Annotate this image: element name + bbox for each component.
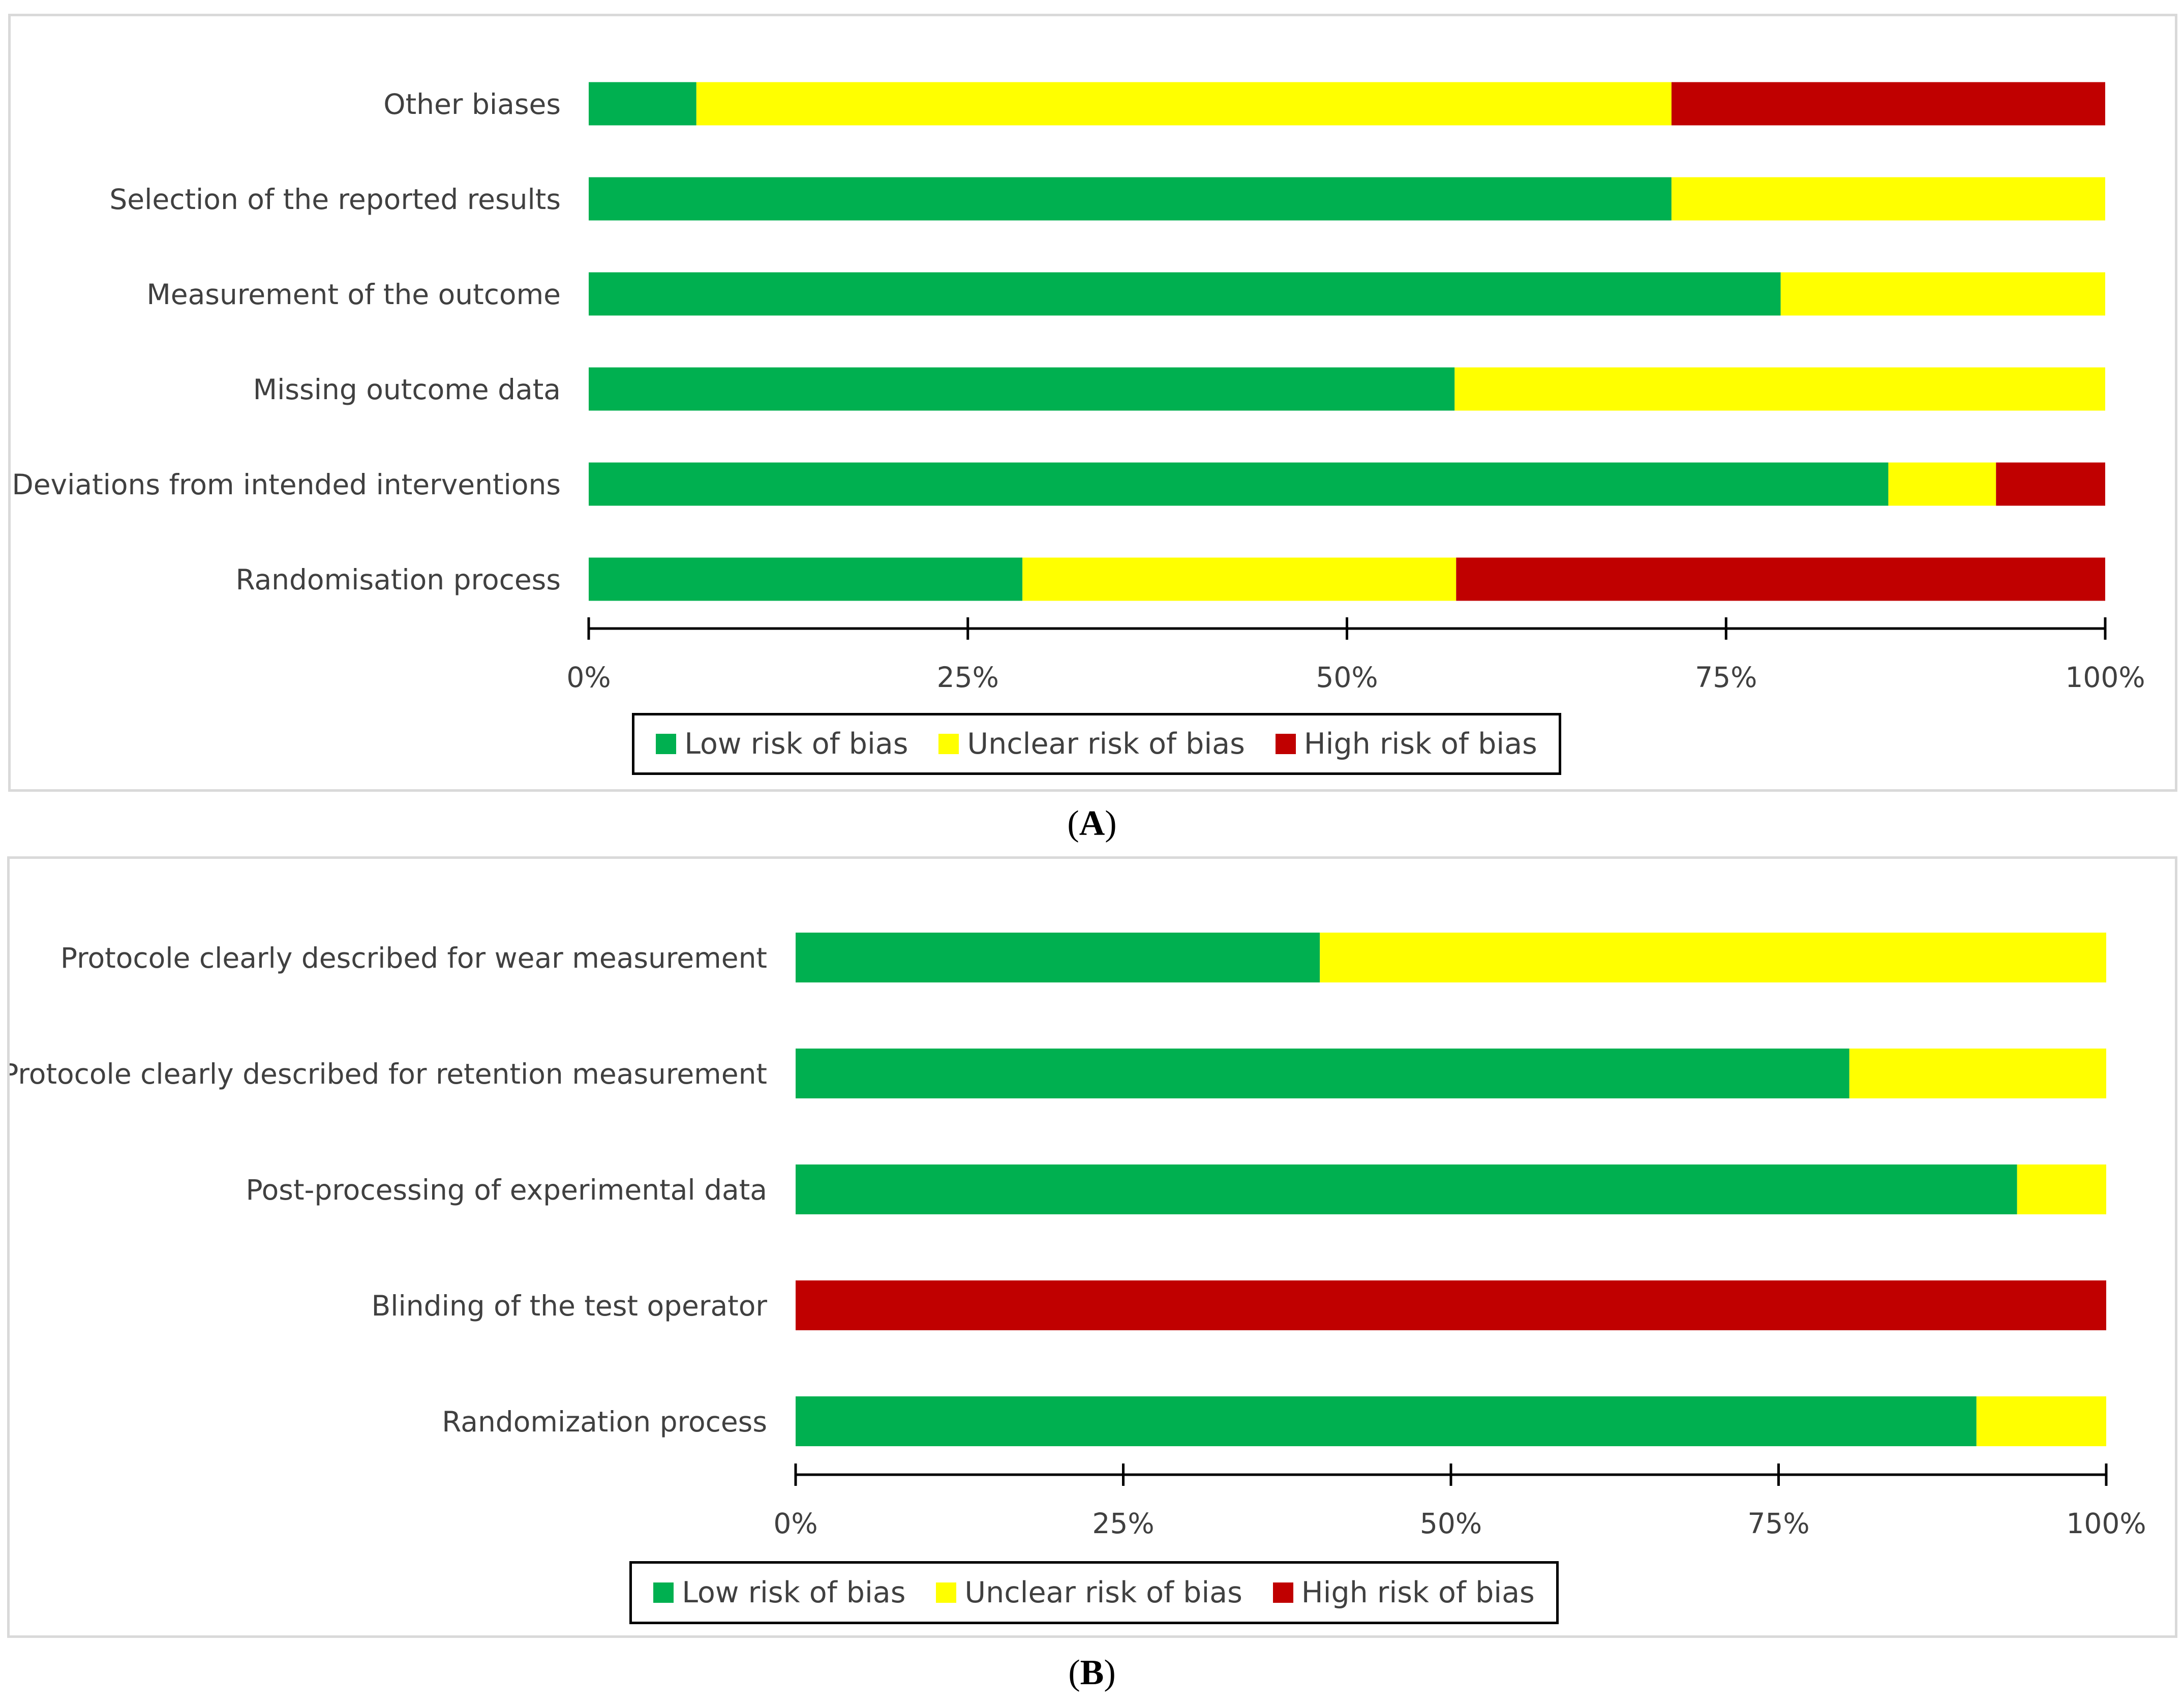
category-label: Deviations from intended interventions [12,468,561,501]
x-tick-label: 25% [1092,1507,1154,1540]
bar-unclear [1671,177,2105,221]
legend-label-high: High risk of bias [1301,1576,1535,1609]
bar-unclear [1022,557,1457,601]
category-label: Missing outcome data [253,373,561,406]
legend-item-unclear: Unclear risk of bias [938,727,1245,761]
bar-unclear [1780,272,2105,316]
category-label: Randomization process [442,1406,767,1438]
category-label: Protocole clearly described for wear mea… [60,942,767,974]
legend-swatch-unclear [936,1582,957,1603]
bar-unclear [1320,933,2106,982]
bar-high [1996,462,2105,506]
caption-a: (A) [1067,804,1117,843]
legend-item-low: Low risk of bias [656,727,908,761]
bar-high [796,1280,2106,1330]
bar-low [796,1396,1977,1446]
bar-low [589,557,1023,601]
bar-low [589,462,1889,506]
chart-b-legend: Low risk of bias Unclear risk of bias Hi… [629,1561,1559,1624]
chart-b-plot: Protocole clearly described for wear mea… [10,933,2146,1540]
category-label: Blinding of the test operator [372,1290,768,1322]
x-tick-label: 50% [1316,661,1378,694]
legend-label-low: Low risk of bias [682,1576,906,1609]
legend-label-high: High risk of bias [1303,727,1537,761]
bar-high [1671,82,2105,126]
bar-unclear [1849,1049,2106,1098]
legend-item-high: High risk of bias [1275,727,1537,761]
category-label: Measurement of the outcome [146,278,561,311]
chart-a-plot: Other biases Selection of the reported re… [12,82,2145,694]
category-label: Protocole clearly described for retentio… [10,1058,767,1090]
chart-panel-b: Protocole clearly described for wear mea… [7,856,2177,1638]
x-tick-label: 0% [773,1507,817,1540]
bar-low [589,82,696,126]
category-label: Other biases [383,88,561,121]
legend-label-low: Low risk of bias [684,727,908,761]
bar-unclear [696,82,1672,126]
bar-unclear [1976,1396,2106,1446]
chart-a-legend: Low risk of bias Unclear risk of bias Hi… [632,713,1561,775]
legend-label-unclear: Unclear risk of bias [964,1576,1242,1609]
legend-label-unclear: Unclear risk of bias [967,727,1245,761]
bar-low [796,1164,2017,1214]
bar-unclear [2017,1164,2106,1214]
bar-unclear [1888,462,1996,506]
legend-item-high: High risk of bias [1272,1576,1535,1609]
x-tick-label: 50% [1420,1507,1482,1540]
bar-low [796,1049,1849,1098]
legend-swatch-high [1275,734,1296,754]
x-tick-label: 75% [1747,1507,1809,1540]
bar-low [589,367,1455,411]
x-tick-label: 100% [2066,1507,2146,1540]
legend-swatch-unclear [938,734,959,754]
x-tick-label: 75% [1695,661,1757,694]
category-label: Post-processing of experimental data [246,1174,767,1206]
category-label: Randomisation process [235,563,561,596]
legend-item-unclear: Unclear risk of bias [936,1576,1242,1609]
x-tick-label: 25% [937,661,999,694]
bar-high [1456,557,2105,601]
x-tick-label: 0% [566,661,611,694]
legend-swatch-high [1272,1582,1293,1603]
legend-swatch-low [653,1582,674,1603]
bar-low [589,177,1672,221]
legend-swatch-low [656,734,677,754]
chart-panel-a: Other biases Selection of the reported re… [8,14,2177,792]
bar-low [589,272,1781,316]
x-tick-label: 100% [2065,661,2145,694]
caption-b: (B) [1068,1653,1116,1692]
legend-item-low: Low risk of bias [653,1576,905,1609]
category-label: Selection of the reported results [109,183,561,216]
bar-low [796,933,1320,982]
bar-unclear [1454,367,2105,411]
